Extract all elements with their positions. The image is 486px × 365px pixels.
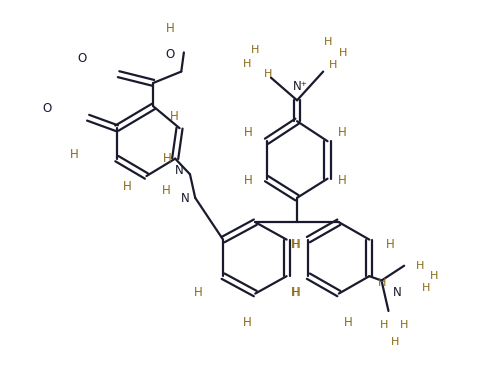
- Text: H: H: [243, 174, 252, 188]
- Text: H: H: [292, 285, 300, 299]
- Text: H: H: [243, 315, 251, 328]
- Text: H: H: [264, 69, 272, 79]
- Text: H: H: [291, 238, 299, 250]
- Text: H: H: [391, 337, 399, 347]
- Text: H: H: [344, 315, 352, 328]
- Text: H: H: [193, 285, 202, 299]
- Text: H: H: [243, 59, 251, 69]
- Text: H: H: [251, 45, 259, 55]
- Text: H: H: [338, 174, 347, 188]
- Text: H: H: [338, 126, 347, 138]
- Text: H: H: [291, 285, 299, 299]
- Text: O: O: [77, 51, 87, 65]
- Text: O: O: [42, 101, 52, 115]
- Text: H: H: [162, 184, 171, 196]
- Text: H: H: [378, 278, 386, 288]
- Text: N: N: [174, 164, 183, 177]
- Text: H: H: [324, 37, 332, 47]
- Text: H: H: [163, 153, 172, 165]
- Text: N: N: [181, 192, 190, 204]
- Text: H: H: [339, 48, 347, 58]
- Text: N⁺: N⁺: [293, 80, 308, 92]
- Text: H: H: [430, 271, 438, 281]
- Text: H: H: [122, 181, 131, 193]
- Text: H: H: [292, 238, 300, 250]
- Text: H: H: [422, 283, 430, 293]
- Text: H: H: [166, 22, 174, 35]
- Text: H: H: [416, 261, 424, 271]
- Text: H: H: [400, 320, 408, 330]
- Text: H: H: [329, 60, 337, 70]
- Text: O: O: [165, 49, 174, 61]
- Text: H: H: [380, 320, 388, 330]
- Text: H: H: [170, 111, 178, 123]
- Text: H: H: [69, 149, 78, 161]
- Text: H: H: [243, 126, 252, 138]
- Text: H: H: [385, 238, 394, 250]
- Text: N: N: [393, 287, 401, 300]
